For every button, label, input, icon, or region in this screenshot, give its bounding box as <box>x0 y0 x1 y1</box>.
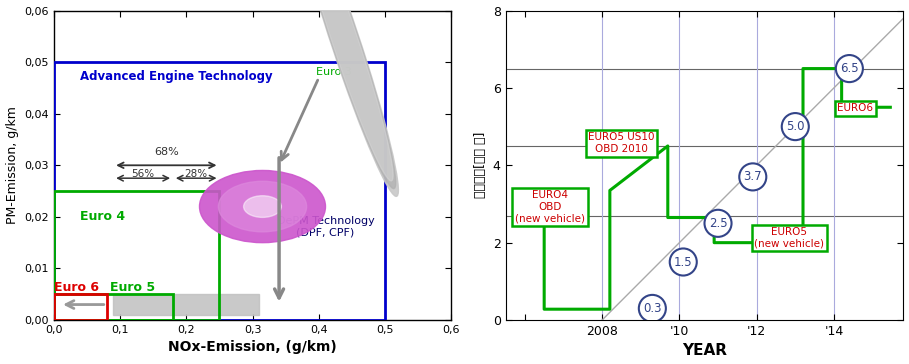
Y-axis label: 시장규모[시억 원]: 시장규모[시억 원] <box>474 132 487 198</box>
Text: 68%: 68% <box>154 147 179 157</box>
Circle shape <box>739 163 766 190</box>
Text: 6.5: 6.5 <box>840 62 859 75</box>
Y-axis label: PM-Emission, g/km: PM-Emission, g/km <box>5 106 18 224</box>
Ellipse shape <box>293 0 398 197</box>
X-axis label: YEAR: YEAR <box>682 344 727 359</box>
Text: 28%: 28% <box>185 169 208 179</box>
X-axis label: NOx-Emission, (g/km): NOx-Emission, (g/km) <box>168 340 337 355</box>
Text: 5.0: 5.0 <box>786 120 804 133</box>
Text: EURO6: EURO6 <box>837 103 874 114</box>
Bar <box>54 294 173 320</box>
Bar <box>54 62 385 320</box>
Ellipse shape <box>297 0 393 181</box>
Text: EURO5 US10
OBD 2010: EURO5 US10 OBD 2010 <box>588 132 654 154</box>
Text: 0.3: 0.3 <box>643 302 662 315</box>
Text: 3.7: 3.7 <box>744 170 762 183</box>
Ellipse shape <box>218 181 306 232</box>
Circle shape <box>639 295 666 322</box>
Circle shape <box>704 210 732 237</box>
Bar <box>54 191 219 320</box>
Circle shape <box>836 55 863 82</box>
Ellipse shape <box>199 170 325 243</box>
Text: Advanced Engine Technology: Advanced Engine Technology <box>80 70 273 83</box>
Text: 1.5: 1.5 <box>674 256 693 269</box>
Bar <box>114 294 259 315</box>
Bar <box>54 294 106 320</box>
Text: EURO5
(new vehicle): EURO5 (new vehicle) <box>754 227 824 249</box>
Text: Euro 3: Euro 3 <box>315 67 351 77</box>
Text: Euro 4: Euro 4 <box>80 210 125 223</box>
Text: EURO4
OBD
(new vehicle): EURO4 OBD (new vehicle) <box>515 190 585 223</box>
Text: DePM Technology
(DPF, CPF): DePM Technology (DPF, CPF) <box>276 216 375 238</box>
Text: 56%: 56% <box>132 169 155 179</box>
Text: 2.5: 2.5 <box>709 217 727 230</box>
Ellipse shape <box>244 196 282 217</box>
Text: Euro 5: Euro 5 <box>110 281 155 294</box>
Circle shape <box>670 249 697 276</box>
Text: Euro 6: Euro 6 <box>54 281 98 294</box>
Circle shape <box>782 113 809 140</box>
Ellipse shape <box>295 0 395 189</box>
